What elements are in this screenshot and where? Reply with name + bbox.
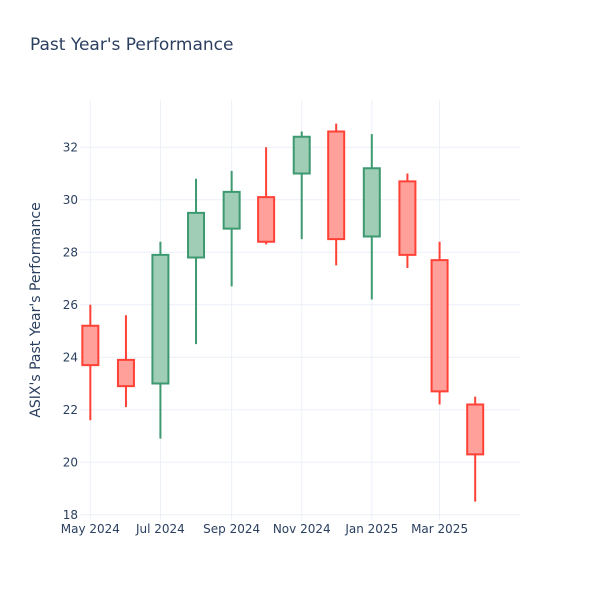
candle-body (222, 190, 241, 230)
x-tick-label: Nov 2024 (273, 522, 331, 536)
candle-body (398, 180, 417, 256)
candle-body (327, 130, 346, 241)
y-tick-label: 18 (63, 508, 78, 522)
candle-body (116, 358, 135, 388)
x-tick-label: Jan 2025 (344, 522, 398, 536)
candle-body (362, 167, 381, 238)
candle (327, 123, 346, 266)
y-tick-label: 28 (63, 245, 78, 259)
chart-title: Past Year's Performance (30, 35, 234, 55)
y-tick-label: 22 (63, 403, 78, 417)
candle-body (257, 196, 276, 243)
candle-body (187, 211, 206, 259)
candle (116, 315, 135, 408)
x-tick-label: Sep 2024 (203, 522, 260, 536)
candle (466, 396, 485, 502)
candle-body (292, 135, 311, 175)
candle (362, 134, 381, 300)
candle-body (466, 403, 485, 456)
y-tick-label: 30 (63, 193, 78, 207)
candle (187, 178, 206, 345)
y-tick-label: 20 (63, 455, 78, 469)
x-tick-label: Mar 2025 (411, 522, 468, 536)
candle (222, 170, 241, 287)
candle-body (151, 253, 170, 385)
candle (398, 173, 417, 268)
y-tick-label: 26 (63, 298, 78, 312)
candle (81, 304, 100, 421)
x-tick-label: Jul 2024 (135, 522, 185, 536)
candle (430, 241, 449, 405)
y-axis-label: ASIX's Past Year's Performance (28, 202, 44, 417)
candle (151, 241, 170, 439)
y-axis-ticks: 18 20 22 24 26 28 30 32 (63, 140, 78, 522)
x-axis-ticks: May 2024 Jul 2024 Sep 2024 Nov 2024 Jan 2025… (61, 522, 468, 536)
y-tick-label: 32 (63, 140, 78, 154)
y-tick-label: 24 (63, 350, 78, 364)
x-tick-label: May 2024 (61, 522, 120, 536)
candle-body (430, 259, 449, 393)
candle-body (81, 324, 100, 367)
candles (81, 123, 485, 502)
candle (292, 131, 311, 240)
candle (257, 147, 276, 245)
